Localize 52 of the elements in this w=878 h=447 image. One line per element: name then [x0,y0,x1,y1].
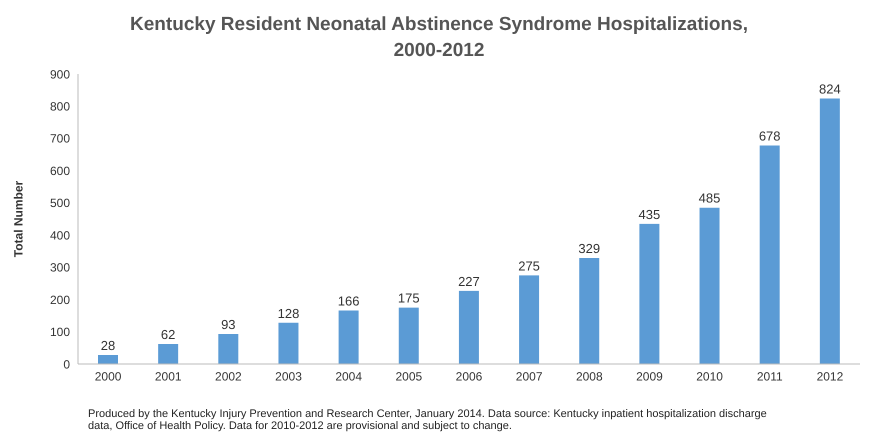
data-label: 227 [458,274,480,289]
bar [398,308,419,364]
data-label: 678 [758,128,781,144]
bar [639,224,660,364]
bar [278,322,298,364]
y-tick-label: 800 [50,99,70,114]
x-tick-label: 2002 [215,370,242,384]
data-label: 329 [578,240,600,256]
y-tick-label: 900 [50,67,70,82]
x-tick-label: 2007 [516,370,543,384]
x-tick-label: 2001 [154,370,182,384]
y-tick-label: 300 [50,260,70,275]
bar [820,98,840,364]
x-tick-label: 2008 [576,370,603,384]
y-tick-label: 700 [50,132,70,146]
bar [519,275,540,364]
x-tick-label: 2012 [816,370,844,384]
data-label: 62 [160,327,176,342]
text: Produced by the Kentucky Injury Prevention and Research Center, January 2014. Data source: Kentucky inpatient hospitalization discharge data, Office of Health Policy. Data for 2010-2012 are provisional and subject to change. [88,408,768,432]
bar [338,310,359,364]
x-tick-label: 2000 [94,370,122,384]
bar [579,258,600,364]
y-tick-label: 500 [50,196,70,210]
y-tick-label: 0 [63,357,70,372]
data-label: 28 [100,338,116,353]
x-tick-label: 2009 [636,370,664,384]
y-tick-label: 200 [50,292,70,307]
chart-title: Kentucky Resident Neonatal Abstinence Syndrome Hospitalizations, 2000-2012 [129,13,749,63]
bar [458,290,479,364]
bar [218,334,238,364]
x-tick-label: 2003 [275,370,302,384]
data-label: 275 [518,258,540,274]
bar [98,354,118,364]
data-label: 128 [278,306,300,321]
y-tick-label: 600 [50,164,70,178]
x-tick-label: 2004 [335,370,362,384]
x-tick-label: 2011 [756,370,783,384]
y-axis-title: Total Number [11,180,26,258]
bar [158,344,178,364]
bar [700,208,720,364]
x-tick-label: 2005 [395,370,423,384]
data-label: 175 [398,290,420,306]
data-label: 93 [221,317,236,332]
y-tick-label: 100 [50,325,70,340]
y-tick-label: 400 [50,228,70,242]
data-label: 485 [698,190,720,206]
x-tick-label: 2010 [696,370,724,384]
x-tick-label: 2006 [456,370,483,384]
bar [760,146,780,364]
data-label: 824 [818,81,841,96]
data-label: 166 [338,294,360,309]
data-label: 435 [638,206,660,222]
